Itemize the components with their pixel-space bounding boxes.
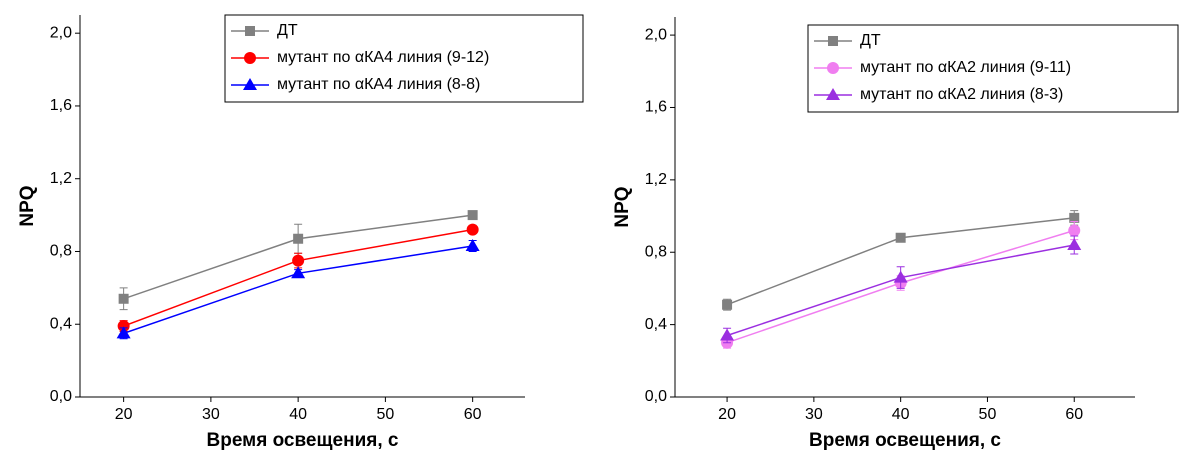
marker [1067,238,1082,250]
marker [720,328,735,341]
series-line [726,217,1075,306]
y-tick-label: 1,6 [645,99,667,116]
x-tick-label: 60 [1065,406,1083,423]
marker [118,293,129,304]
y-tick-label: 0,8 [645,243,667,260]
x-tick-label: 30 [202,406,220,423]
marker [292,254,305,267]
legend-label: мутант по αКА4 линия (9-12) [277,49,489,66]
marker [466,223,479,236]
marker [895,232,906,243]
x-tick-label: 60 [464,406,482,423]
y-tick-label: 1,2 [645,171,667,188]
marker [465,239,480,252]
marker [1069,212,1080,223]
legend-box [224,14,584,103]
legend-marker [245,26,255,36]
marker [893,270,908,283]
legend-marker [828,36,838,46]
y-tick-label: 0,0 [50,388,72,405]
x-tick-label: 50 [979,406,997,423]
legend-label: ДТ [277,22,298,39]
y-tick-label: 0,4 [645,316,667,333]
x-axis-label: Время освещения, с [809,430,1001,451]
legend-label: ДТ [860,32,881,49]
y-tick-label: 0,4 [50,315,72,332]
x-tick-label: 20 [718,406,736,423]
legend-label: мутант по αКА4 линия (8-8) [277,76,480,93]
y-tick-label: 0,8 [50,243,72,260]
y-tick-label: 1,2 [50,170,72,187]
legend-label: мутант по αКА2 линия (9-11) [860,59,1071,76]
marker [293,233,304,244]
x-tick-label: 40 [289,406,307,423]
y-tick-label: 1,6 [50,97,72,114]
marker [116,326,131,339]
y-axis-label: NPQ [17,185,38,226]
x-tick-label: 50 [376,406,394,423]
y-axis-label: NPQ [612,186,633,227]
x-tick-label: 30 [805,406,823,423]
legend-label: мутант по αКА2 линия (8-3) [860,86,1063,103]
marker [291,266,306,279]
y-tick-label: 2,0 [50,24,72,41]
legend-marker [243,78,257,90]
marker [467,210,478,221]
legend-marker [826,88,840,100]
x-axis-label: Время освещения, с [207,430,399,451]
legend-marker [244,52,256,64]
marker [1068,224,1081,237]
y-tick-label: 0,0 [645,388,667,405]
marker [722,299,733,310]
legend-box [807,24,1179,113]
x-tick-label: 40 [892,406,910,423]
marker [117,320,130,333]
legend-marker [827,62,839,74]
y-tick-label: 2,0 [645,26,667,43]
x-tick-label: 20 [115,406,133,423]
